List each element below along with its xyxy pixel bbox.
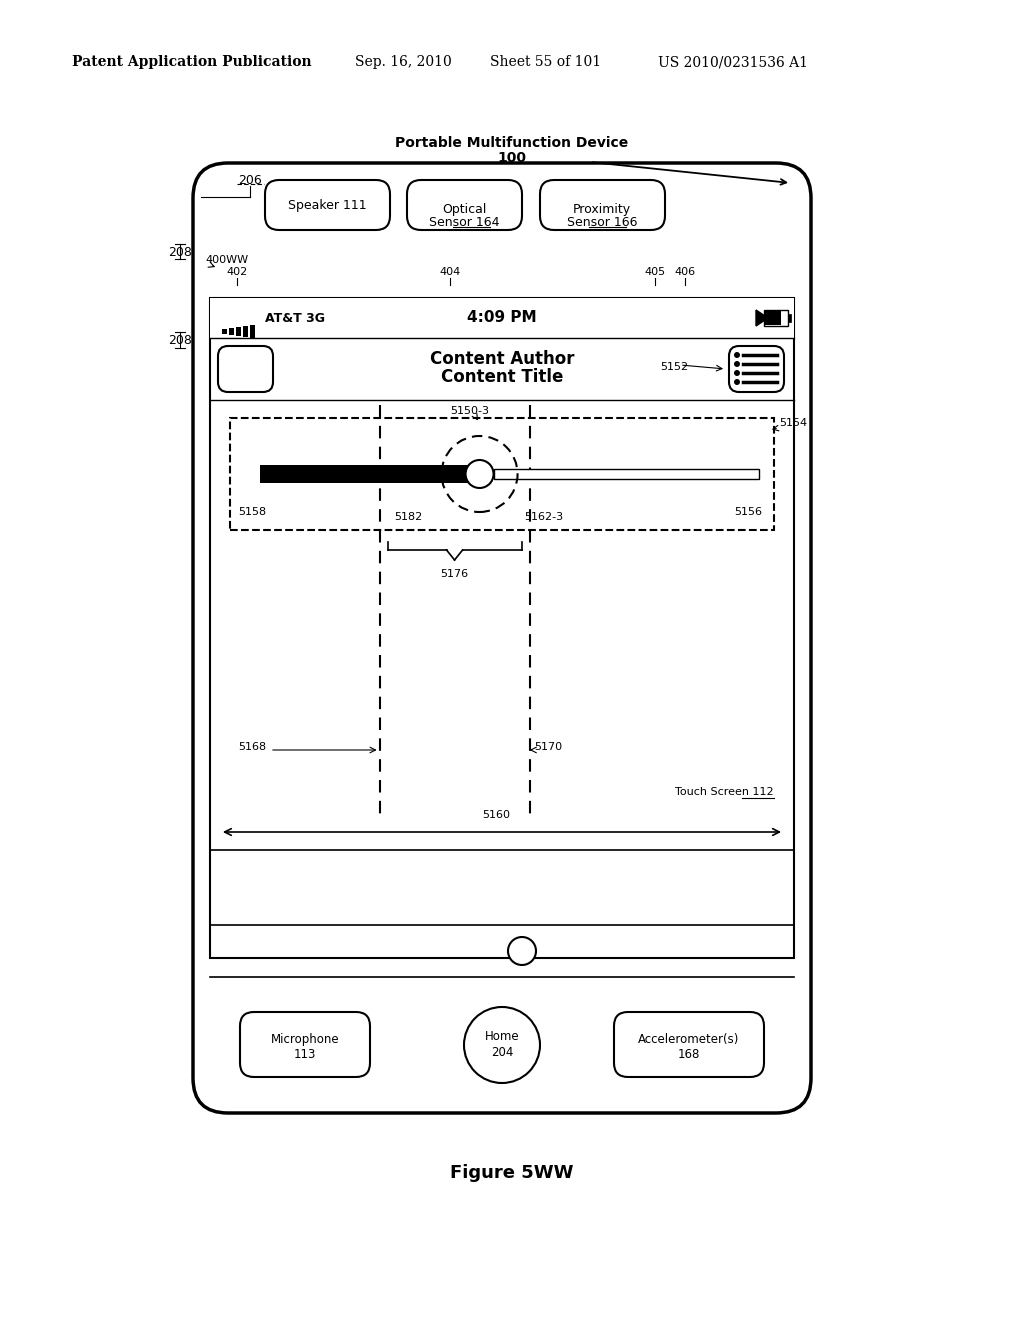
FancyBboxPatch shape: [407, 180, 522, 230]
Circle shape: [734, 370, 740, 376]
Text: 100: 100: [498, 150, 526, 165]
Text: 208: 208: [168, 246, 191, 259]
FancyBboxPatch shape: [240, 1012, 370, 1077]
Text: Sep. 16, 2010: Sep. 16, 2010: [355, 55, 452, 69]
Bar: [494, 469, 759, 479]
Text: Home: Home: [484, 1031, 519, 1044]
Circle shape: [734, 360, 740, 367]
Text: Content Author: Content Author: [430, 350, 574, 368]
Bar: [536, 946, 764, 954]
Circle shape: [508, 937, 536, 965]
FancyBboxPatch shape: [614, 1012, 764, 1077]
Bar: [240, 942, 522, 960]
Text: Accelerometer(s): Accelerometer(s): [638, 1034, 739, 1047]
Text: 208: 208: [168, 334, 191, 346]
Bar: [230, 418, 774, 531]
Circle shape: [464, 1007, 540, 1082]
Bar: [765, 312, 781, 325]
Text: Speaker 111: Speaker 111: [288, 198, 367, 211]
Text: Patent Application Publication: Patent Application Publication: [72, 55, 311, 69]
Bar: [236, 327, 241, 337]
Polygon shape: [648, 867, 668, 907]
Text: 405: 405: [644, 267, 666, 277]
Bar: [210, 298, 794, 958]
Text: 5152: 5152: [660, 362, 688, 372]
Text: Portable Multifunction Device: Portable Multifunction Device: [395, 136, 629, 150]
Text: Touch Screen 112: Touch Screen 112: [676, 787, 774, 797]
Text: 4:09 PM: 4:09 PM: [467, 310, 537, 326]
Bar: [505, 867, 516, 907]
Bar: [788, 314, 791, 322]
Bar: [330, 867, 336, 907]
Text: 406: 406: [675, 267, 695, 277]
Circle shape: [734, 352, 740, 358]
Text: Sensor 164: Sensor 164: [429, 215, 500, 228]
Bar: [488, 867, 499, 907]
FancyBboxPatch shape: [193, 162, 811, 1113]
Text: 206: 206: [239, 174, 262, 187]
Polygon shape: [756, 310, 768, 326]
Text: Proximity: Proximity: [573, 203, 631, 216]
Text: 5170: 5170: [535, 742, 562, 752]
FancyBboxPatch shape: [218, 346, 273, 392]
Circle shape: [466, 459, 494, 488]
Text: 5158: 5158: [238, 507, 266, 517]
Polygon shape: [628, 867, 648, 907]
Text: 204: 204: [490, 1045, 513, 1059]
Text: Content Title: Content Title: [440, 368, 563, 385]
Text: 113: 113: [294, 1048, 316, 1061]
Text: 400WW: 400WW: [205, 255, 248, 265]
Text: 5168: 5168: [238, 742, 266, 752]
Text: Sheet 55 of 101: Sheet 55 of 101: [490, 55, 601, 69]
Text: US 2010/0231536 A1: US 2010/0231536 A1: [658, 55, 808, 69]
Bar: [764, 310, 788, 326]
Bar: [243, 326, 248, 337]
Bar: [668, 867, 674, 907]
Bar: [210, 298, 794, 338]
Bar: [250, 325, 255, 338]
Circle shape: [734, 379, 740, 385]
Text: Optical: Optical: [441, 203, 486, 216]
Text: 168: 168: [678, 1048, 700, 1061]
Text: 404: 404: [439, 267, 461, 277]
FancyBboxPatch shape: [729, 346, 784, 392]
FancyBboxPatch shape: [540, 180, 665, 230]
Bar: [229, 327, 234, 335]
Text: 5182: 5182: [394, 512, 423, 521]
Polygon shape: [356, 867, 376, 907]
Text: 5162-3: 5162-3: [524, 512, 563, 521]
Text: Sensor 166: Sensor 166: [566, 215, 637, 228]
Text: 5176: 5176: [440, 569, 469, 579]
Bar: [222, 329, 227, 334]
Text: Microphone: Microphone: [270, 1034, 339, 1047]
Text: 5150-3: 5150-3: [451, 407, 489, 416]
Text: 402: 402: [226, 267, 248, 277]
Bar: [260, 465, 479, 483]
FancyBboxPatch shape: [265, 180, 390, 230]
Text: 5154: 5154: [779, 418, 807, 428]
Text: 5156: 5156: [734, 507, 762, 517]
Polygon shape: [336, 867, 356, 907]
Text: Figure 5WW: Figure 5WW: [451, 1164, 573, 1181]
Text: 5160: 5160: [482, 810, 510, 820]
Text: AT&T 3G: AT&T 3G: [265, 312, 325, 325]
